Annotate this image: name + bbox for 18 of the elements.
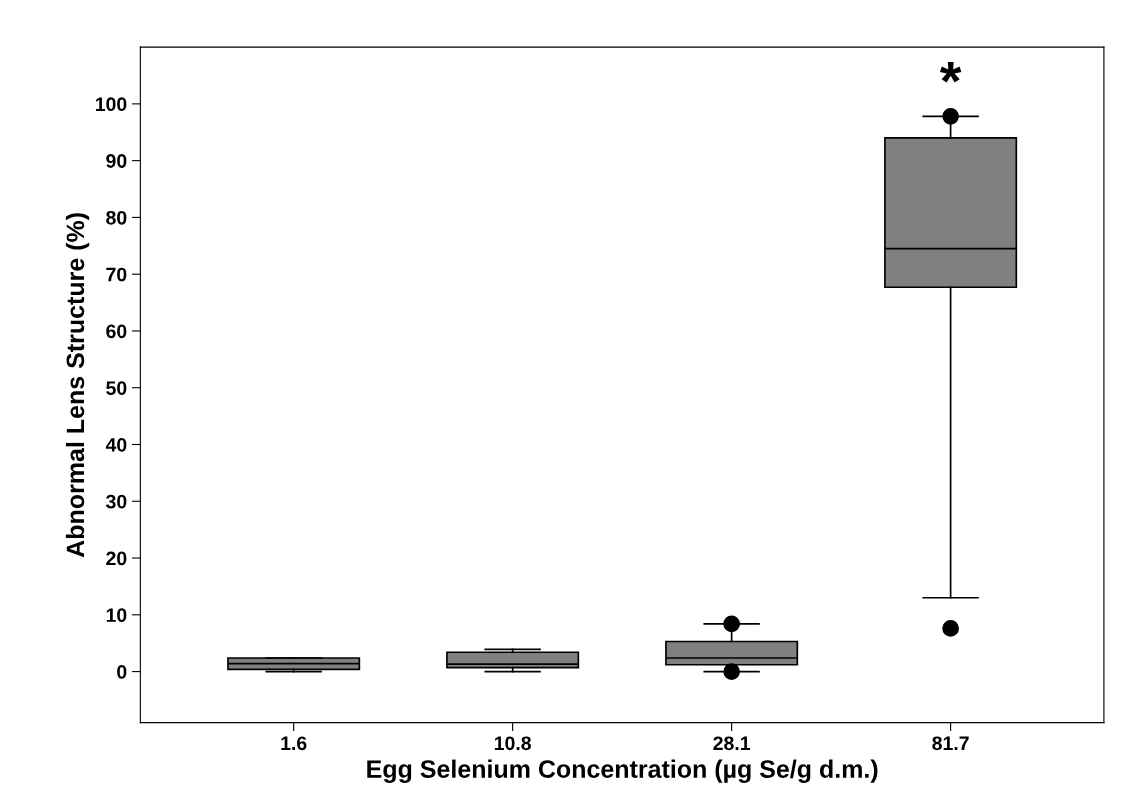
y-tick-label: 80 bbox=[106, 210, 127, 225]
y-tick-label: 70 bbox=[106, 267, 127, 282]
y-tick-label: 50 bbox=[106, 381, 127, 395]
y-axis-title: Abnormal Lens Structure (%) bbox=[65, 213, 90, 558]
annotation: * bbox=[939, 61, 962, 83]
x-tick-label: 81.7 bbox=[932, 736, 969, 751]
y-tick-label: 20 bbox=[106, 551, 127, 566]
y-tick-label: 90 bbox=[106, 154, 127, 168]
x-tick-label: 1.6 bbox=[281, 736, 307, 751]
y-tick-label: 30 bbox=[106, 494, 127, 509]
y-tick-label: 100 bbox=[95, 97, 127, 112]
x-tick-label: 28.1 bbox=[713, 736, 751, 751]
x-tick-label: 10.8 bbox=[494, 736, 531, 751]
y-tick-label: 0 bbox=[117, 665, 127, 679]
y-tick-label: 60 bbox=[106, 324, 127, 339]
y-tick-label: 10 bbox=[106, 608, 127, 623]
x-axis-title: Egg Selenium Concentration (µg Se/g d.m.) bbox=[367, 759, 878, 783]
y-tick-label: 40 bbox=[105, 437, 127, 452]
